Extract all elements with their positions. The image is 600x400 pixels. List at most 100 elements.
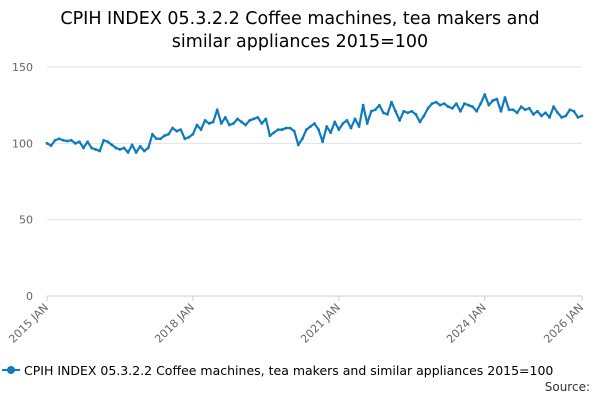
data-point[interactable]: [467, 103, 470, 107]
data-point[interactable]: [560, 115, 564, 119]
data-point[interactable]: [341, 122, 345, 125]
data-point[interactable]: [45, 141, 49, 145]
data-point[interactable]: [463, 102, 466, 106]
data-point[interactable]: [268, 134, 272, 138]
data-point[interactable]: [317, 128, 320, 131]
data-point[interactable]: [292, 129, 296, 133]
data-point[interactable]: [65, 139, 69, 143]
data-point[interactable]: [126, 151, 130, 154]
data-point[interactable]: [410, 109, 414, 113]
data-point[interactable]: [183, 137, 187, 141]
data-point[interactable]: [483, 93, 487, 96]
data-point[interactable]: [398, 119, 402, 122]
data-point[interactable]: [53, 138, 57, 142]
data-point[interactable]: [163, 134, 166, 138]
data-point[interactable]: [296, 143, 300, 147]
data-point[interactable]: [118, 148, 122, 151]
data-point[interactable]: [244, 123, 247, 127]
data-point[interactable]: [523, 108, 527, 112]
data-point[interactable]: [487, 103, 491, 107]
data-point[interactable]: [203, 119, 207, 122]
data-point[interactable]: [110, 143, 114, 147]
data-point[interactable]: [159, 137, 162, 141]
data-point[interactable]: [531, 112, 535, 116]
data-point[interactable]: [215, 108, 219, 112]
data-point[interactable]: [223, 115, 227, 119]
data-point[interactable]: [280, 128, 284, 131]
data-point[interactable]: [86, 140, 89, 144]
data-point[interactable]: [552, 105, 556, 109]
data-point[interactable]: [438, 103, 442, 107]
data-point[interactable]: [414, 112, 418, 116]
data-point[interactable]: [333, 120, 337, 124]
data-point[interactable]: [519, 105, 523, 109]
data-point[interactable]: [450, 106, 454, 110]
data-point[interactable]: [284, 126, 288, 130]
data-point[interactable]: [390, 100, 393, 104]
data-point[interactable]: [548, 115, 551, 119]
data-point[interactable]: [471, 105, 474, 109]
data-point[interactable]: [382, 111, 385, 115]
legend[interactable]: CPIH INDEX 05.3.2.2 Coffee machines, tea…: [2, 361, 553, 379]
data-point[interactable]: [373, 108, 377, 112]
data-point[interactable]: [146, 146, 150, 150]
data-point[interactable]: [479, 102, 483, 106]
data-point[interactable]: [446, 105, 450, 109]
data-point[interactable]: [232, 122, 235, 125]
data-point[interactable]: [353, 117, 357, 121]
data-point[interactable]: [199, 128, 203, 131]
data-point[interactable]: [329, 131, 333, 135]
data-point[interactable]: [102, 138, 106, 142]
data-point[interactable]: [114, 146, 118, 150]
data-point[interactable]: [309, 125, 312, 128]
data-point[interactable]: [454, 102, 458, 106]
data-point[interactable]: [321, 140, 325, 144]
data-point[interactable]: [304, 128, 308, 131]
data-point[interactable]: [300, 137, 304, 141]
data-point[interactable]: [365, 122, 369, 125]
data-point[interactable]: [219, 122, 223, 125]
data-point[interactable]: [426, 106, 430, 110]
data-point[interactable]: [507, 108, 511, 112]
data-point[interactable]: [511, 108, 515, 112]
data-point[interactable]: [248, 119, 252, 122]
data-point[interactable]: [459, 109, 462, 113]
data-point[interactable]: [503, 96, 507, 99]
data-point[interactable]: [49, 144, 53, 148]
data-point[interactable]: [106, 140, 110, 144]
data-point[interactable]: [357, 125, 361, 128]
data-point[interactable]: [191, 132, 195, 136]
data-point[interactable]: [187, 135, 191, 139]
data-point[interactable]: [361, 103, 365, 107]
data-point[interactable]: [61, 138, 65, 142]
data-point[interactable]: [515, 111, 519, 115]
data-point[interactable]: [377, 103, 381, 107]
data-point[interactable]: [540, 114, 543, 118]
data-point[interactable]: [122, 146, 126, 150]
data-point[interactable]: [337, 128, 341, 131]
data-point[interactable]: [276, 128, 280, 131]
data-point[interactable]: [349, 126, 353, 130]
data-point[interactable]: [264, 117, 268, 121]
data-point[interactable]: [94, 148, 98, 151]
data-point[interactable]: [260, 122, 264, 125]
data-point[interactable]: [325, 125, 329, 128]
data-point[interactable]: [179, 128, 183, 131]
data-point[interactable]: [422, 114, 426, 118]
data-point[interactable]: [544, 111, 547, 115]
data-point[interactable]: [69, 138, 73, 142]
data-point[interactable]: [394, 109, 397, 113]
data-point[interactable]: [527, 106, 531, 110]
data-point[interactable]: [130, 143, 134, 147]
data-point[interactable]: [195, 123, 199, 127]
data-point[interactable]: [272, 131, 276, 135]
data-point[interactable]: [564, 114, 568, 118]
data-point[interactable]: [171, 126, 175, 130]
data-point[interactable]: [369, 109, 373, 113]
data-point[interactable]: [576, 115, 580, 119]
data-point[interactable]: [134, 151, 138, 154]
data-point[interactable]: [167, 132, 170, 136]
data-point[interactable]: [98, 149, 102, 153]
data-point[interactable]: [313, 122, 316, 125]
data-point[interactable]: [442, 102, 446, 106]
